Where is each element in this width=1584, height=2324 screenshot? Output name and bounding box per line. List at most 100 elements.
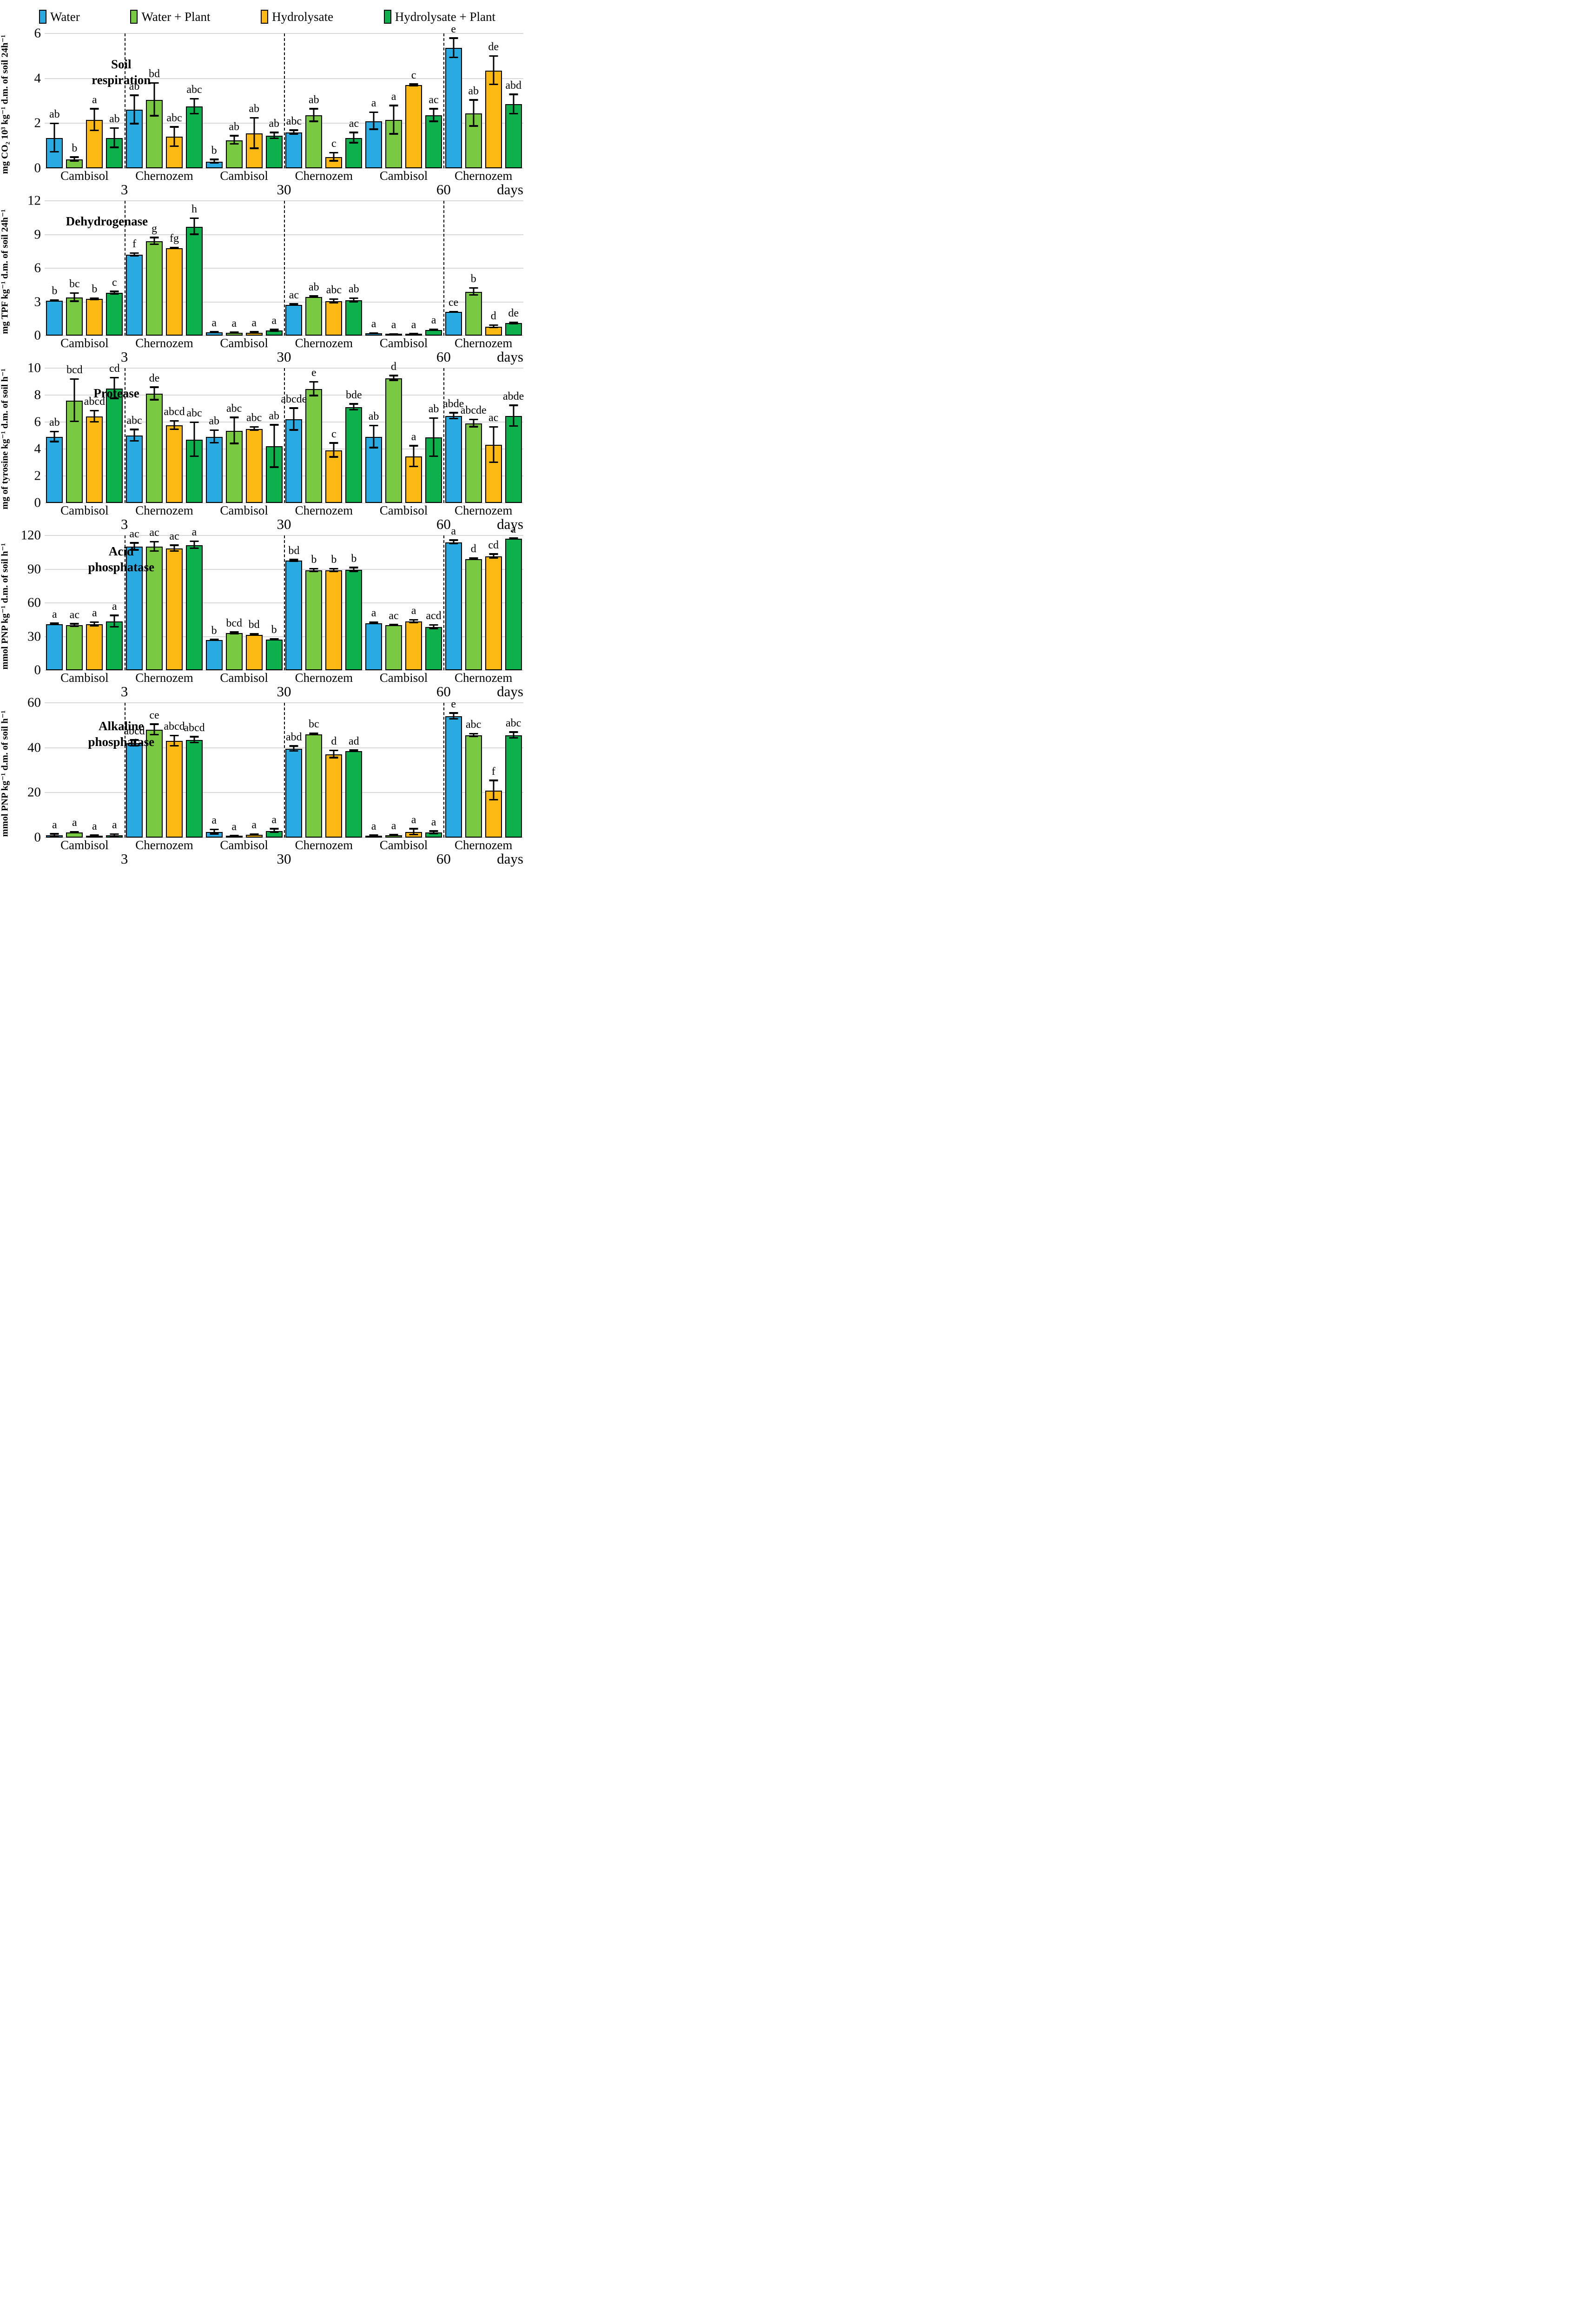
- error-bar-line: [493, 325, 495, 329]
- significance-letter: b: [92, 283, 98, 296]
- days-axis-label: days: [497, 683, 523, 700]
- error-bar-cap-top: [190, 421, 199, 423]
- legend-swatch-icon: [383, 10, 391, 24]
- error-bar-cap-top: [329, 749, 338, 752]
- error-bar-cap-bottom: [289, 560, 298, 562]
- error-bar-line: [213, 159, 215, 164]
- bar-slot: c: [325, 33, 343, 168]
- bar-hydrolysate: [485, 70, 502, 168]
- bar-water-plant: [305, 389, 323, 503]
- error-bar-cap-bottom: [90, 421, 99, 423]
- panel-title-line: Dehydrogenase: [66, 214, 148, 228]
- bar-slot: abc: [126, 368, 143, 503]
- soil-label-cambisol: Cambisol: [220, 169, 268, 183]
- significance-letter: f: [132, 238, 136, 251]
- error-bar-line: [373, 112, 375, 130]
- soil-labels-row: Cambisol Chernozem Cambisol Chernozem Cambis…: [45, 336, 523, 350]
- bar-slot: a: [66, 703, 83, 838]
- panel-soil-respiration: mg CO₂ 10³ kg⁻¹ d.m. of soil 24h⁻¹ 0 2 4 6 So…: [0, 24, 528, 197]
- bar-hydrolysate-plant: [505, 416, 522, 503]
- y-tick-label: 6: [34, 414, 41, 429]
- error-bar-cap-bottom: [70, 160, 79, 162]
- significance-letter: a: [411, 605, 416, 617]
- error-bar-cap-top: [289, 559, 298, 561]
- significance-letter: abc: [466, 719, 482, 731]
- bar-hydrolysate-plant: [425, 115, 442, 168]
- bar-water: [285, 304, 303, 336]
- soil-label-cambisol: Cambisol: [220, 671, 268, 685]
- soil-label-chernozem: Chernozem: [295, 671, 353, 685]
- panel-title-line: Alkaline: [99, 719, 144, 733]
- bar-hydrolysate: [86, 299, 103, 336]
- bar-water: [365, 623, 383, 670]
- error-bar-cap-bottom: [150, 115, 159, 117]
- significance-letter: ac: [488, 412, 499, 424]
- error-bar-line: [73, 379, 75, 422]
- error-bar-line: [173, 545, 175, 552]
- error-bar-cap-top: [309, 108, 318, 110]
- soil-label-chernozem: Chernozem: [454, 671, 513, 685]
- error-bar-cap-top: [289, 745, 298, 747]
- y-tick-label: 120: [20, 528, 41, 543]
- significance-letter: bc: [69, 278, 80, 290]
- significance-letter: d: [391, 360, 397, 373]
- bar-slot: c: [106, 201, 123, 336]
- error-bar-cap-top: [349, 749, 358, 751]
- error-bar-cap-top: [489, 779, 498, 781]
- error-bar-cap-top: [90, 621, 99, 623]
- significance-letter: d: [470, 543, 476, 555]
- error-bar-cap-top: [449, 37, 458, 39]
- bar-slot: bd: [245, 535, 263, 670]
- y-tick-label: 40: [27, 740, 41, 755]
- error-bar-cap-bottom: [489, 557, 498, 559]
- significance-letter: a: [371, 318, 376, 330]
- significance-letter: abc: [166, 112, 182, 124]
- error-bar-cap-top: [429, 417, 438, 419]
- bar-slot: ac: [485, 368, 502, 503]
- significance-letter: a: [112, 819, 117, 832]
- y-tick-label: 4: [34, 441, 41, 456]
- soil-label-chernozem: Chernozem: [454, 503, 513, 517]
- error-bar-cap-top: [329, 568, 338, 570]
- error-bar-line: [493, 780, 495, 801]
- bar-water: [445, 48, 462, 168]
- error-bar-cap-top: [50, 299, 59, 301]
- error-bar-line: [373, 425, 375, 449]
- bar-slot: b: [465, 201, 482, 336]
- error-bar-cap-bottom: [90, 298, 99, 300]
- error-bar-cap-top: [190, 217, 199, 219]
- y-tick-label: 9: [34, 227, 41, 242]
- bar-slot: ab: [465, 33, 482, 168]
- error-bar-cap-bottom: [230, 835, 239, 837]
- bar-hydrolysate-plant: [106, 293, 123, 336]
- bar-water: [126, 255, 143, 336]
- significance-letter: ab: [368, 410, 379, 423]
- error-bar-line: [133, 95, 135, 125]
- bar-water-plant: [465, 735, 482, 838]
- soil-label-chernozem: Chernozem: [295, 336, 353, 350]
- day-label-30: 30: [277, 683, 291, 700]
- significance-letter: ab: [309, 93, 319, 106]
- soil-label-chernozem: Chernozem: [295, 503, 353, 517]
- significance-letter: cd: [109, 363, 120, 375]
- error-bar-cap-bottom: [230, 442, 239, 444]
- legend-label: Hydrolysate: [272, 9, 334, 24]
- day-separator-line: [443, 368, 445, 503]
- error-bar-cap-bottom: [429, 329, 438, 331]
- bar-group-chernozem-60d: e abc f abc: [443, 699, 523, 838]
- bar-hydrolysate-plant: [106, 621, 123, 670]
- error-bar-cap-bottom: [170, 428, 179, 430]
- error-bar-cap-bottom: [349, 301, 358, 303]
- day-label-3: 3: [120, 516, 128, 532]
- error-bar-cap-bottom: [309, 733, 318, 736]
- bar-hydrolysate-plant: [265, 639, 283, 670]
- error-bar-line: [453, 412, 455, 420]
- bar-slot: de: [505, 201, 522, 336]
- bar-water: [46, 301, 63, 336]
- bar-slot: a: [505, 524, 522, 670]
- error-bar-cap-top: [429, 830, 438, 832]
- error-bar-cap-top: [70, 623, 79, 625]
- error-bar-cap-bottom: [509, 538, 518, 540]
- significance-letter: a: [52, 819, 57, 831]
- bar-group-chernozem-3d: ac ac ac a: [125, 527, 205, 670]
